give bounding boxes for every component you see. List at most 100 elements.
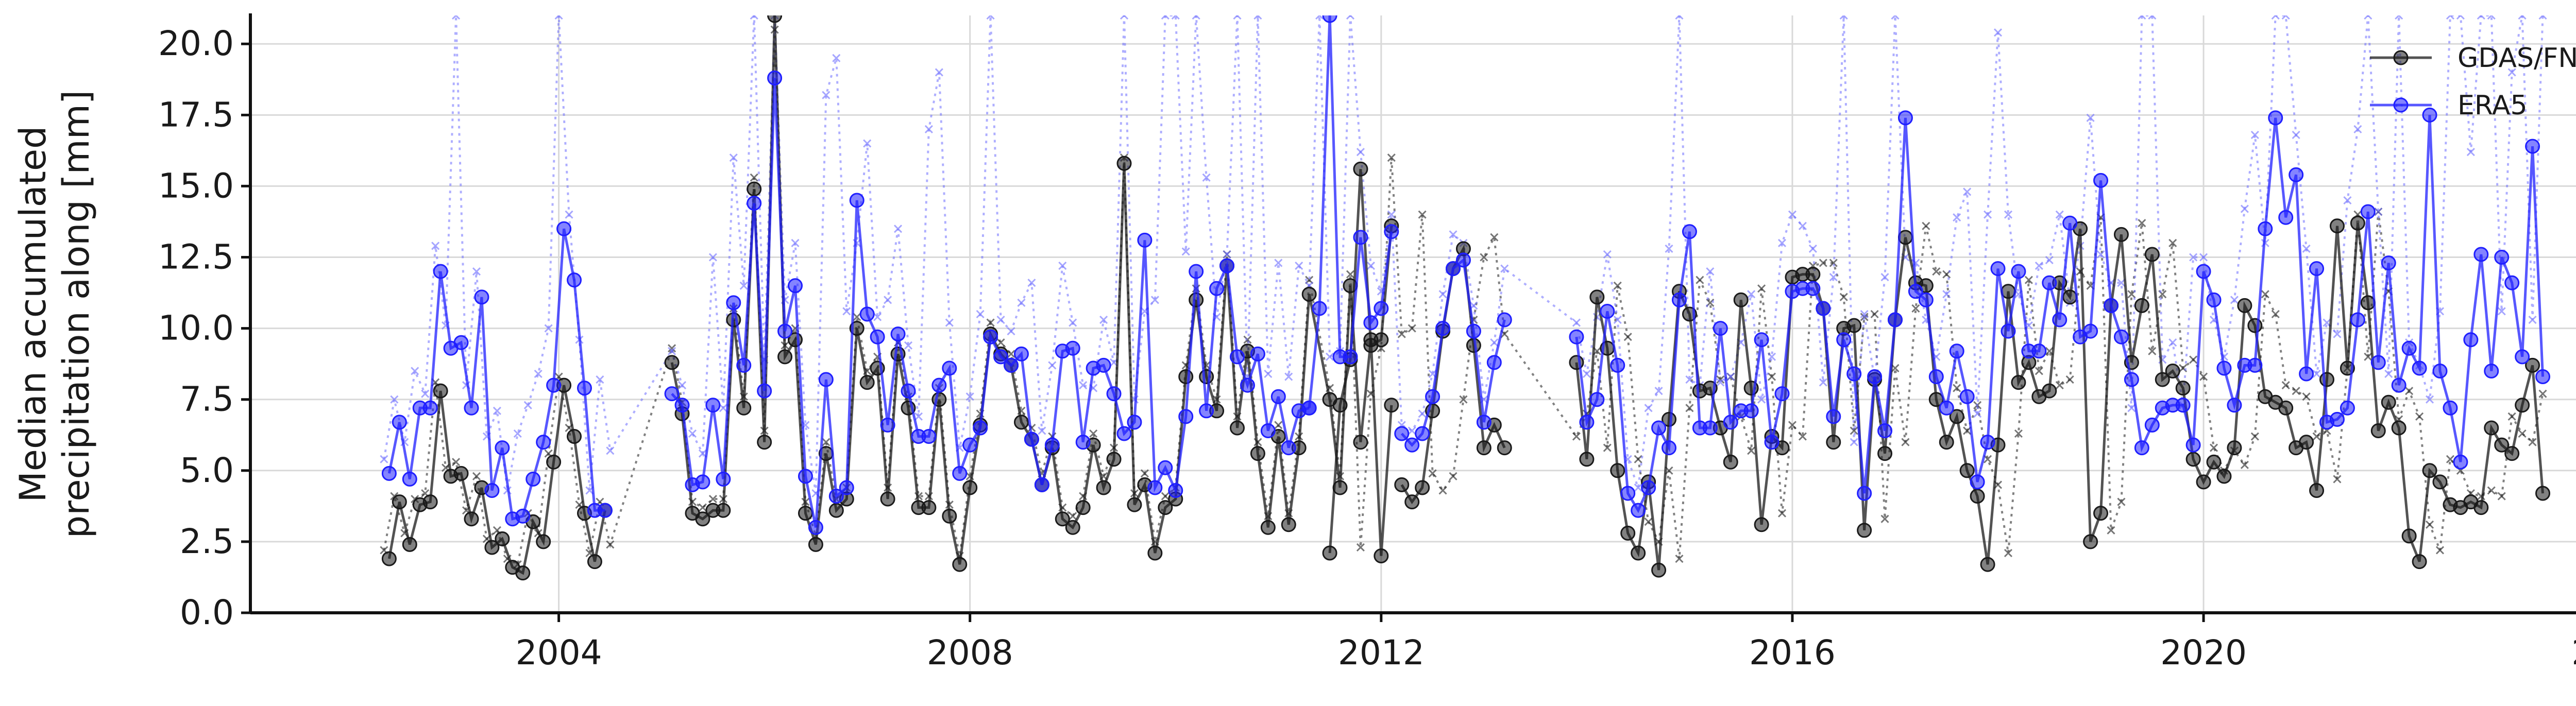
series-point	[1229, 349, 1245, 365]
raw-point-marker	[914, 412, 923, 421]
legend-label: ERA5	[2458, 90, 2528, 121]
raw-point-marker	[1038, 426, 1046, 435]
raw-point-marker	[2240, 460, 2249, 469]
series-point	[973, 420, 988, 436]
raw-point-marker	[1767, 352, 1776, 361]
series-point	[2299, 366, 2314, 382]
raw-point-marker	[1315, 15, 1324, 20]
raw-point-marker	[1490, 233, 1499, 242]
raw-point-marker	[1675, 554, 1684, 563]
series-point	[2134, 440, 2149, 456]
series-point	[818, 372, 834, 387]
series-point	[2258, 221, 2273, 236]
series-point	[901, 383, 916, 399]
raw-point-marker	[2518, 429, 2527, 438]
raw-point-marker	[1880, 514, 1889, 523]
series-point	[392, 415, 407, 430]
raw-point-marker	[708, 494, 717, 504]
series-point	[2412, 360, 2427, 376]
series-point	[2381, 394, 2396, 410]
series-point	[464, 400, 479, 416]
raw-point-marker	[1048, 361, 1057, 370]
raw-point-marker	[904, 341, 913, 350]
raw-point-marker	[1140, 469, 1149, 478]
series-point	[747, 196, 762, 211]
raw-point-marker	[1644, 518, 1653, 526]
series-point	[433, 264, 448, 279]
series-point	[859, 306, 875, 322]
series-point	[2185, 437, 2201, 453]
series-point	[1322, 545, 1337, 561]
raw-point-marker	[2189, 253, 2198, 262]
series-point	[2299, 435, 2314, 450]
series-point	[2011, 375, 2026, 390]
grid-lines	[250, 15, 2576, 614]
series-point	[1116, 156, 1132, 171]
series-point	[495, 440, 510, 456]
raw-point-marker	[2065, 375, 2074, 384]
series-point	[1486, 355, 1502, 370]
raw-point-marker	[2055, 381, 2064, 390]
series-point	[1065, 340, 1080, 356]
raw-point-marker	[1480, 253, 1488, 262]
series-point	[757, 435, 772, 450]
series-point	[1404, 437, 1420, 453]
raw-point-marker	[739, 281, 748, 290]
raw-point-marker	[698, 503, 707, 512]
series-point	[2443, 400, 2458, 416]
series-point	[1497, 440, 1512, 456]
series-point	[567, 272, 582, 288]
series-point	[381, 466, 397, 481]
raw-point-marker	[677, 381, 687, 390]
series-point	[716, 471, 731, 487]
series-point	[1178, 409, 1194, 424]
series-point	[2093, 506, 2109, 521]
series-point	[1662, 440, 1677, 456]
series-point	[2227, 440, 2242, 456]
raw-point-marker	[884, 296, 892, 304]
series-point	[2432, 474, 2448, 490]
raw-point-marker	[1983, 210, 1992, 219]
raw-point-marker	[1911, 304, 1920, 313]
raw-point-marker	[1757, 395, 1766, 404]
raw-point-marker	[1788, 421, 1797, 429]
series-point	[2535, 486, 2551, 501]
raw-point-marker	[472, 267, 481, 276]
series-point	[1055, 511, 1070, 527]
series-point	[1908, 284, 1923, 299]
series-point	[1836, 332, 1852, 348]
series-point	[1641, 480, 1656, 495]
raw-point-marker	[2271, 15, 2280, 20]
raw-point-marker	[1449, 230, 1458, 239]
raw-point-marker	[719, 404, 727, 412]
raw-point-marker	[2148, 347, 2157, 355]
series-point	[1959, 389, 1975, 404]
series-point	[1384, 398, 1399, 413]
series-point	[1651, 562, 1667, 578]
raw-point-marker	[2374, 208, 2383, 216]
series-point	[798, 469, 813, 484]
series-point	[1476, 440, 1492, 456]
series-point	[2237, 298, 2252, 313]
raw-point-marker	[2302, 392, 2311, 401]
series-point	[1846, 318, 1862, 333]
series-point	[1723, 415, 1738, 430]
raw-point-marker	[1993, 28, 2003, 37]
raw-point-marker	[2168, 238, 2177, 247]
series-point	[2247, 318, 2263, 333]
series-point	[1928, 369, 1944, 385]
raw-point-marker	[1613, 315, 1622, 324]
series-point	[952, 557, 968, 572]
series-point	[1353, 230, 1368, 245]
series-point	[2370, 423, 2386, 438]
series-point	[1189, 264, 1204, 279]
raw-point-marker	[1397, 330, 1406, 338]
series-point	[2001, 323, 2016, 339]
x-tick-label: 2008	[927, 633, 1013, 673]
series-point	[1631, 545, 1646, 561]
series-point	[1939, 435, 1954, 450]
legend: GDAS/FNL ERA5	[2370, 43, 2576, 121]
series-point	[2196, 264, 2211, 279]
raw-point-marker	[534, 369, 543, 378]
raw-point-marker	[1654, 387, 1663, 395]
